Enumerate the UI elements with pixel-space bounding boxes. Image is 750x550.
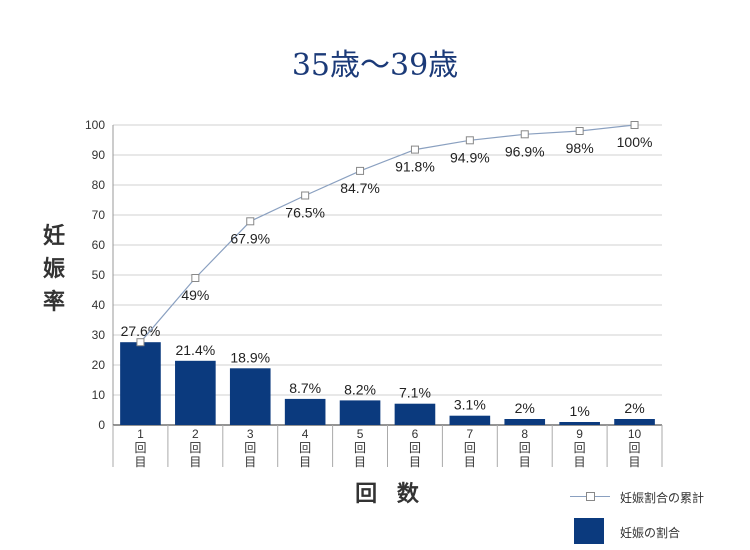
legend-label-cumulative: 妊娠割合の累計 <box>620 491 705 505</box>
cumulative-data-label: 94.9% <box>450 149 490 165</box>
cumulative-data-label: 98% <box>566 140 594 156</box>
bar <box>339 400 381 425</box>
x-tick-label: 10 回目 <box>628 427 642 469</box>
x-tick-label: 8 回目 <box>519 427 531 469</box>
y-axis-label: 妊娠率 <box>40 220 68 319</box>
legend-marker-swatch <box>586 492 595 501</box>
y-tick-label: 0 <box>98 418 105 432</box>
y-tick-label: 90 <box>92 148 106 162</box>
bar-data-label: 2% <box>515 400 535 416</box>
bar-data-label: 21.4% <box>175 342 215 358</box>
legend-label-ratio: 妊娠の割合 <box>620 526 681 540</box>
x-tick-label: 3 回目 <box>244 427 256 469</box>
cumulative-point <box>356 166 365 175</box>
bar <box>284 398 326 425</box>
y-tick-label: 50 <box>92 268 106 282</box>
cumulative-data-label: 76.5% <box>285 205 325 221</box>
bar-data-label: 7.1% <box>399 385 431 401</box>
cumulative-point <box>630 121 639 129</box>
y-tick-label: 80 <box>92 178 106 192</box>
cumulative-data-label: 49% <box>181 287 209 303</box>
x-tick-label: 6 回目 <box>409 427 421 469</box>
x-tick-label: 5 回目 <box>354 427 366 469</box>
legend-item-ratio: 妊娠の割合 <box>562 518 732 544</box>
bar <box>614 419 655 425</box>
cumulative-point <box>520 130 529 139</box>
x-tick-label: 4 回目 <box>299 427 311 469</box>
cumulative-point <box>301 191 310 200</box>
y-tick-label: 30 <box>92 328 106 342</box>
x-tick-label: 2 回目 <box>189 427 201 469</box>
x-tick-label: 9 回目 <box>574 427 586 469</box>
cumulative-data-label: 100% <box>617 134 653 150</box>
bar-data-label: 2% <box>624 400 644 416</box>
bar <box>559 422 600 425</box>
legend-bar-swatch <box>574 518 604 544</box>
cumulative-data-label: 91.8% <box>395 159 435 175</box>
chart-title: 35歳〜39歳 <box>291 48 459 83</box>
cumulative-data-label: 84.7% <box>340 180 380 196</box>
x-axis-label: 回 数 <box>355 482 425 507</box>
x-tick-label: 7 回目 <box>464 427 476 469</box>
y-tick-label: 10 <box>92 388 106 402</box>
cumulative-point <box>191 274 200 282</box>
bar-data-label: 1% <box>570 403 590 419</box>
bar-data-label: 18.9% <box>230 349 270 365</box>
bar-data-label: 8.2% <box>344 381 376 397</box>
y-tick-label: 100 <box>85 118 105 132</box>
bar <box>449 415 491 425</box>
bar-data-label: 27.6% <box>121 323 161 339</box>
bar <box>504 419 546 425</box>
cumulative-point <box>136 338 145 347</box>
bar-data-label: 3.1% <box>454 397 486 413</box>
cumulative-point <box>246 217 255 226</box>
y-tick-label: 20 <box>92 358 106 372</box>
cumulative-data-label: 67.9% <box>230 230 270 246</box>
y-axis-label-text: 妊娠率 <box>42 224 65 315</box>
cumulative-point <box>410 145 419 154</box>
bar <box>394 403 436 425</box>
cumulative-line <box>139 124 635 343</box>
legend-item-cumulative: 妊娠割合の累計 <box>562 487 732 507</box>
y-tick-label: 60 <box>92 238 106 252</box>
cumulative-point <box>465 136 474 145</box>
bar <box>229 368 271 425</box>
y-tick-label: 40 <box>92 298 106 312</box>
bar-data-label: 8.7% <box>289 380 321 396</box>
bar <box>120 342 161 425</box>
cumulative-point <box>575 127 584 135</box>
cumulative-data-label: 96.9% <box>505 143 545 159</box>
y-tick-label: 70 <box>92 208 106 222</box>
bar <box>175 360 216 425</box>
x-tick-label: 1 回目 <box>134 427 146 469</box>
